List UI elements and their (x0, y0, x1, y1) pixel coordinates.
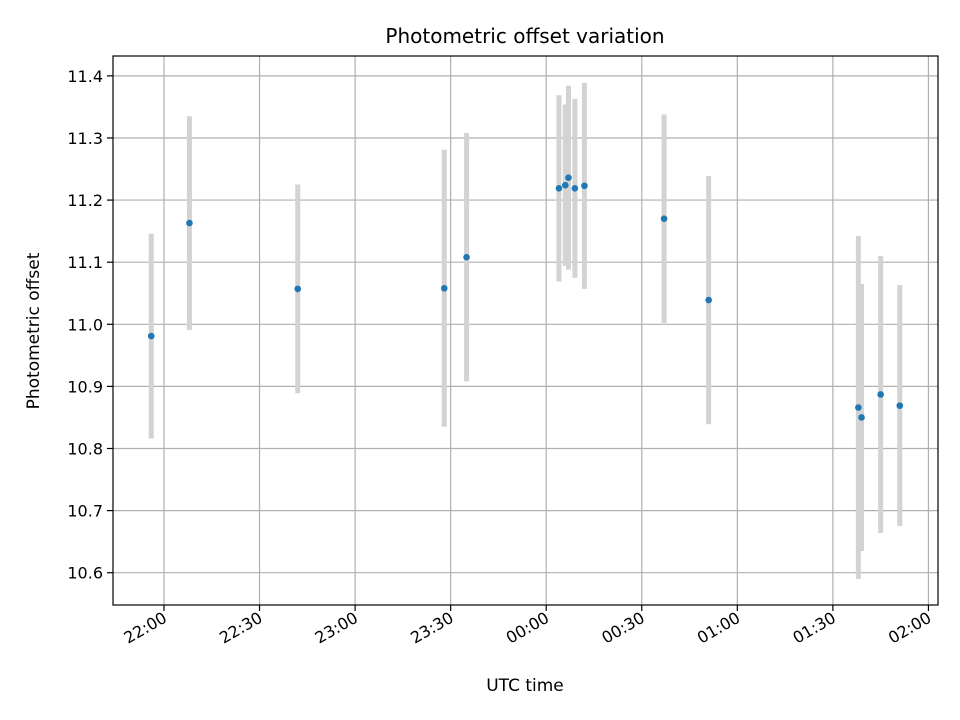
data-point (186, 219, 193, 227)
y-tick-label: 11.3 (67, 129, 103, 148)
data-point (565, 174, 572, 182)
data-points (147, 174, 904, 421)
y-tick-label: 10.7 (67, 502, 103, 521)
y-axis-ticks: 10.6 10.7 10.8 10.9 11.0 11.1 11.2 11.3 11.4 (67, 67, 113, 583)
y-tick-label: 11.1 (67, 253, 103, 272)
chart-title: Photometric offset variation (385, 24, 664, 48)
y-tick-label: 10.6 (67, 564, 103, 583)
data-point (571, 184, 579, 192)
data-point (555, 184, 563, 192)
data-point (660, 215, 668, 223)
data-point (855, 404, 862, 411)
data-point (581, 182, 588, 190)
y-tick-label: 11.4 (67, 67, 103, 86)
data-point (463, 253, 470, 261)
data-point (440, 284, 448, 292)
x-axis-label: UTC time (486, 676, 564, 696)
data-point (705, 296, 712, 304)
data-point (896, 402, 904, 409)
y-tick-label: 11.0 (67, 315, 103, 334)
y-tick-label: 11.2 (67, 191, 103, 210)
data-point (877, 391, 884, 398)
grid (113, 56, 938, 605)
y-tick-label: 10.9 (67, 377, 103, 396)
plot-frame (112, 55, 939, 606)
y-axis-label: Photometric offset (24, 252, 44, 409)
data-point (147, 332, 155, 340)
y-tick-label: 10.8 (67, 439, 103, 458)
data-point (294, 285, 302, 293)
data-point (562, 181, 569, 189)
data-point (858, 414, 865, 421)
